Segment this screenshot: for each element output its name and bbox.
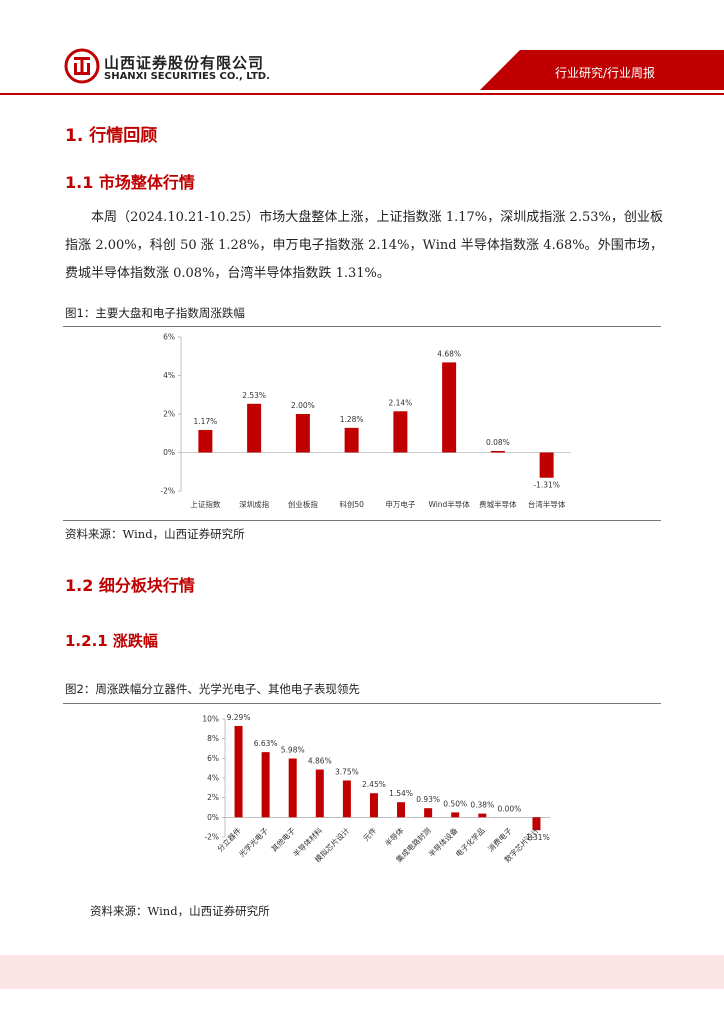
bar	[344, 427, 359, 453]
y-tick-label: 2%	[207, 793, 219, 802]
value-label: 2.14%	[388, 398, 412, 407]
bar	[261, 752, 270, 818]
value-label: 2.45%	[362, 780, 386, 789]
bar	[315, 769, 324, 818]
value-label: 2.53%	[242, 391, 266, 400]
bar	[478, 813, 487, 818]
section-heading: 1.2.1 涨跌幅	[65, 632, 158, 650]
value-label: 0.08%	[486, 438, 510, 447]
value-label: 1.28%	[340, 415, 364, 424]
rule	[63, 520, 661, 521]
bar	[295, 414, 310, 453]
y-tick-label: 8%	[207, 734, 219, 743]
value-label: 3.75%	[335, 767, 359, 776]
y-tick-label: 10%	[202, 715, 219, 724]
value-label: 0.38%	[470, 801, 494, 810]
x-tick-label: 台湾半导体	[528, 499, 566, 509]
y-tick-label: 4%	[163, 371, 175, 380]
bar	[369, 793, 378, 818]
x-tick-label: 元件	[361, 825, 379, 843]
bar	[393, 411, 408, 453]
y-tick-label: 0%	[163, 448, 175, 457]
rule	[63, 326, 661, 327]
bar	[234, 725, 243, 818]
bar	[247, 403, 262, 453]
y-tick-label: 4%	[207, 774, 219, 783]
bar	[532, 817, 541, 831]
x-tick-label: 电子化学品	[453, 825, 487, 859]
bar	[198, 429, 213, 453]
x-tick-label: 光学光电子	[236, 825, 270, 859]
figure-caption: 图2：周涨跌幅分立器件、光学光电子、其他电子表现领先	[65, 682, 360, 696]
value-label: 4.68%	[437, 349, 461, 358]
bar	[442, 362, 457, 453]
y-tick-label: 6%	[163, 333, 175, 342]
bar	[288, 758, 297, 818]
value-label: 0.00%	[497, 804, 521, 813]
value-label: 1.17%	[193, 417, 217, 426]
x-tick-label: 上证指数	[190, 499, 220, 509]
x-tick-label: 科创50	[339, 499, 364, 509]
section-heading: 1.2 细分板块行情	[65, 576, 195, 595]
bar	[490, 450, 505, 453]
bar	[539, 452, 554, 478]
x-tick-label: 费城半导体	[479, 499, 517, 509]
y-tick-label: -2%	[204, 833, 219, 842]
bar	[424, 808, 433, 818]
value-label: 0.93%	[416, 795, 440, 804]
y-tick-label: -2%	[160, 487, 175, 496]
x-tick-label: 申万电子	[385, 499, 415, 509]
bar	[451, 812, 460, 818]
value-label: 1.54%	[389, 789, 413, 798]
chart: -2% 0% 2% 4% 6% 1.17% 上证指数 2.53% 深圳成指 2.00% 创业板指 1.…	[160, 333, 571, 509]
x-tick-label: 创业板指	[288, 499, 318, 509]
value-label: -1.31%	[523, 833, 550, 842]
figure-source: 资料来源：Wind，山西证券研究所	[90, 904, 270, 918]
chart: -2%0%2%4%6%8%10% 9.29%分立器件6.63%光学光电子5.98%…	[202, 713, 550, 864]
paragraph: 本周（2024.10.21-10.25）市场大盘整体上涨，上证指数涨 1.17%…	[65, 210, 663, 281]
logo	[64, 48, 100, 84]
footer-band	[0, 955, 724, 989]
x-tick-label: Wind半导体	[428, 499, 470, 509]
figure-source: 资料来源：Wind，山西证券研究所	[65, 527, 245, 541]
rule	[63, 703, 661, 704]
header-band	[0, 50, 724, 95]
value-label: -1.31%	[533, 481, 560, 490]
value-label: 4.86%	[308, 757, 332, 766]
value-label: 9.29%	[227, 713, 251, 722]
y-tick-label: 6%	[207, 754, 219, 763]
bar	[397, 802, 406, 818]
x-tick-label: 半导体	[382, 825, 405, 848]
value-label: 6.63%	[254, 739, 278, 748]
section-heading: 1.1 市场整体行情	[65, 173, 195, 192]
company-name: 山西证券股份有限公司	[104, 54, 265, 72]
section-heading: 1. 行情回顾	[65, 126, 158, 146]
y-tick-label: 2%	[163, 410, 175, 419]
value-label: 2.00%	[291, 401, 315, 410]
x-tick-label: 深圳成指	[239, 499, 269, 509]
figure-caption: 图1：主要大盘和电子指数周涨跌幅	[65, 306, 245, 320]
y-tick-label: 0%	[207, 813, 219, 822]
company-name-en: SHANXI SECURITIES CO., LTD.	[104, 71, 270, 82]
value-label: 5.98%	[281, 746, 305, 755]
report-type: 行业研究/行业周报	[555, 66, 656, 80]
bar	[342, 780, 351, 818]
value-label: 0.50%	[443, 799, 467, 808]
